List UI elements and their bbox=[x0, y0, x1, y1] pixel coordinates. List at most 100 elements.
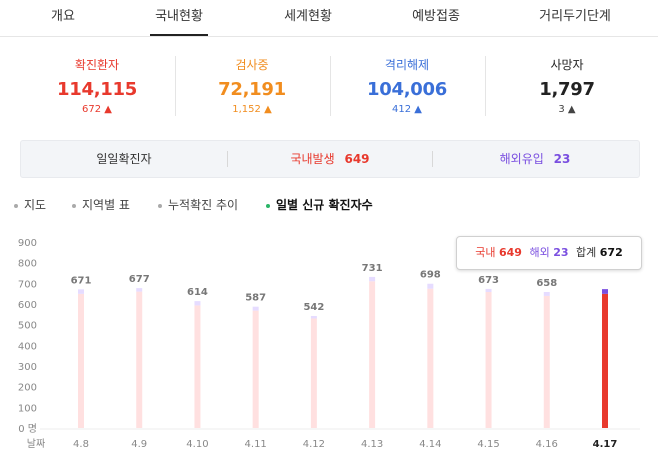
stat-deaths: 사망자 1,797 3 ▲ bbox=[492, 56, 642, 115]
x-tick-label: 4.15 bbox=[477, 439, 499, 450]
data-label: 658 bbox=[536, 278, 557, 289]
divider bbox=[330, 56, 331, 116]
delta-value: 1,152 bbox=[232, 104, 261, 115]
overseas-value: 23 bbox=[553, 152, 571, 166]
bar-overseas bbox=[369, 276, 376, 282]
divider bbox=[175, 56, 176, 116]
up-arrow-icon: ▲ bbox=[567, 104, 576, 115]
tab-overview[interactable]: 개요 bbox=[51, 9, 75, 24]
bar-domestic bbox=[602, 293, 608, 428]
data-label: 677 bbox=[129, 274, 150, 285]
tab-world[interactable]: 세계현황 bbox=[284, 9, 332, 24]
x-tick-label: 4.14 bbox=[419, 439, 441, 450]
up-arrow-icon: ▲ bbox=[104, 104, 112, 115]
x-axis-label: 날짜 bbox=[27, 438, 45, 450]
stat-label: 사망자 bbox=[550, 58, 584, 72]
data-label: 731 bbox=[362, 263, 383, 274]
data-label: 673 bbox=[478, 275, 499, 286]
bar-overseas bbox=[136, 288, 143, 292]
bar-overseas bbox=[252, 306, 259, 311]
y-tick-label: 500 bbox=[18, 321, 37, 332]
x-tick-label: 4.16 bbox=[536, 439, 558, 450]
domestic-value: 649 bbox=[344, 152, 370, 166]
bar-overseas bbox=[427, 283, 434, 289]
bullet-icon bbox=[72, 203, 76, 208]
data-label: 614 bbox=[187, 287, 208, 298]
menu-cumulative-trend[interactable]: 누적확진 추이 bbox=[158, 196, 238, 213]
delta-value: 672 bbox=[82, 104, 102, 115]
x-tick-label: 4.17 bbox=[593, 439, 618, 450]
data-label: 698 bbox=[420, 270, 441, 281]
stat-delta: 3 ▲ bbox=[492, 104, 642, 115]
menu-label: 지도 bbox=[24, 198, 47, 212]
domestic-label: 국내발생 bbox=[290, 152, 335, 166]
overseas-label: 해외유입 bbox=[499, 152, 544, 166]
divider bbox=[485, 56, 486, 116]
y-tick-label: 800 bbox=[18, 259, 37, 270]
y-tick-label: 0 명 bbox=[18, 423, 37, 435]
menu-region-table[interactable]: 지역별 표 bbox=[72, 196, 130, 213]
bar-domestic bbox=[194, 305, 201, 428]
stat-value: 1,797 bbox=[539, 79, 595, 100]
up-arrow-icon: ▲ bbox=[414, 104, 422, 115]
data-label: 587 bbox=[245, 293, 266, 304]
tooltip-domestic-label: 국내 bbox=[475, 246, 496, 259]
tooltip-domestic-value: 649 bbox=[499, 246, 522, 259]
x-tick-label: 4.10 bbox=[186, 439, 208, 450]
menu-daily-new[interactable]: 일별 신규 확진자수 bbox=[266, 196, 373, 213]
bullet-icon bbox=[266, 203, 270, 208]
tab-domestic[interactable]: 국내현황 bbox=[150, 0, 208, 36]
y-tick-label: 200 bbox=[18, 383, 37, 394]
daily-domestic: 국내발생 649 bbox=[228, 141, 432, 177]
bullet-icon bbox=[158, 203, 162, 208]
x-tick-label: 4.12 bbox=[303, 439, 325, 450]
bar-domestic bbox=[78, 293, 84, 428]
y-tick-label: 400 bbox=[18, 341, 37, 352]
tooltip-total-value: 672 bbox=[599, 246, 623, 259]
y-tick-label: 900 bbox=[18, 238, 37, 249]
tab-vaccination[interactable]: 예방접종 bbox=[412, 9, 460, 24]
y-tick-label: 600 bbox=[18, 300, 37, 311]
x-tick-label: 4.11 bbox=[245, 439, 267, 450]
tooltip-overseas-value: 23 bbox=[553, 246, 569, 259]
delta-value: 3 bbox=[558, 104, 565, 115]
bar-overseas bbox=[485, 288, 492, 293]
menu-label: 누적확진 추이 bbox=[168, 198, 239, 212]
x-tick-label: 4.13 bbox=[361, 439, 383, 450]
daily-cases-chart: 0 명 100 200 300 400 500 600 700 800 900 날짜 671 4.8 67… bbox=[18, 238, 640, 450]
x-tick-label: 4.9 bbox=[131, 439, 147, 450]
tooltip-overseas-label: 해외 bbox=[529, 246, 550, 259]
bar-overseas bbox=[602, 289, 608, 294]
data-label: 542 bbox=[303, 302, 324, 313]
stat-value: 72,191 bbox=[218, 79, 286, 100]
data-label: 671 bbox=[71, 275, 92, 286]
x-tick-label: 4.8 bbox=[73, 439, 89, 450]
daily-confirmed-bar: 일일확진자 국내발생 649 해외유입 23 bbox=[20, 140, 640, 178]
menu-label: 일별 신규 확진자수 bbox=[276, 198, 373, 212]
bar-domestic bbox=[310, 318, 317, 428]
stat-confirmed: 확진환자 114,115 672 ▲ bbox=[22, 56, 172, 115]
stat-value: 114,115 bbox=[57, 79, 137, 100]
stats-summary: 확진환자 114,115 672 ▲ 검사중 72,191 1,152 ▲ 격리… bbox=[0, 44, 658, 130]
bar-domestic bbox=[369, 281, 376, 428]
bullet-icon bbox=[14, 203, 18, 208]
stat-delta: 672 ▲ bbox=[22, 104, 172, 115]
divider bbox=[432, 151, 433, 167]
tooltip-total-label: 합계 bbox=[576, 246, 597, 259]
y-tick-label: 300 bbox=[18, 362, 37, 373]
chart-tooltip: 국내 649 해외 23 합계 672 bbox=[456, 236, 642, 270]
stat-delta: 1,152 ▲ bbox=[177, 104, 327, 115]
stat-label: 격리해제 bbox=[384, 58, 430, 72]
menu-map[interactable]: 지도 bbox=[14, 196, 46, 213]
bar-domestic bbox=[543, 295, 550, 428]
tab-distancing[interactable]: 거리두기단계 bbox=[539, 9, 611, 24]
stat-label: 확진환자 bbox=[74, 58, 120, 72]
bar-overseas bbox=[78, 289, 84, 294]
divider bbox=[227, 151, 228, 167]
up-arrow-icon: ▲ bbox=[264, 104, 272, 115]
bar-domestic bbox=[485, 292, 492, 428]
bar-overseas bbox=[310, 315, 317, 319]
top-tabs: 개요 국내현황 세계현황 예방접종 거리두기단계 bbox=[0, 0, 658, 37]
bar-domestic bbox=[427, 288, 434, 428]
delta-value: 412 bbox=[392, 104, 412, 115]
